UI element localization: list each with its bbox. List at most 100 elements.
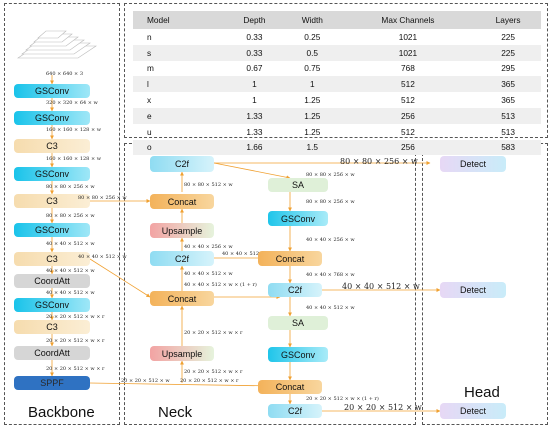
backbone-out-dim-p4: 40 × 40 × 512 × w bbox=[78, 254, 127, 260]
dim-label: 40 × 40 × 512 × w bbox=[46, 268, 95, 274]
table-cell: 1.25 bbox=[304, 126, 321, 137]
dim-label: 40 × 40 × 512 × w bbox=[184, 271, 233, 277]
dim-label: 20 × 20 × 512 × w × r bbox=[180, 378, 239, 384]
table-cell: 0.67 bbox=[246, 63, 263, 74]
table-cell: 1.25 bbox=[304, 95, 321, 106]
dim-label: 40 × 40 × 512 × w bbox=[46, 290, 95, 296]
table-row: x 1 1.25 512 365 bbox=[133, 92, 541, 108]
neck-gsconv-1: GSConv bbox=[268, 211, 328, 226]
table-cell: 1.25 bbox=[283, 107, 341, 124]
table-cell: u bbox=[147, 126, 152, 137]
table-row: u 1.33 1.25 512 513 bbox=[133, 124, 541, 140]
table-cell: l bbox=[133, 76, 225, 93]
backbone-gsconv-1: GSConv bbox=[14, 84, 90, 98]
table-cell: 1.33 bbox=[246, 126, 263, 137]
head-input-dim-p5: 20 × 20 × 512 × w bbox=[344, 403, 422, 412]
backbone-c3-1: C3 bbox=[14, 139, 90, 153]
table-cell: 513 bbox=[475, 107, 541, 124]
table-cell: 0.25 bbox=[304, 31, 321, 42]
header-layers: Layers bbox=[475, 11, 541, 29]
dim-label: 40 × 40 × 512 × w bbox=[46, 241, 95, 247]
backbone-sppf: SPPF bbox=[14, 376, 90, 390]
dim-label: 160 × 160 × 128 × w bbox=[46, 156, 102, 162]
backbone-c3-4: C3 bbox=[14, 320, 90, 334]
table-cell: 256 bbox=[340, 107, 476, 124]
dim-label: 20 × 20 × 512 × w × r bbox=[46, 366, 105, 372]
table-row: l 1 1 512 365 bbox=[133, 76, 541, 93]
dim-label: 20 × 20 × 512 × w × r bbox=[46, 314, 105, 320]
neck-concat-right-2: Concat bbox=[258, 380, 322, 394]
backbone-c3-3: C3 bbox=[14, 252, 90, 266]
table-cell: 768 bbox=[401, 63, 415, 74]
neck-c2f-right-2: C2f bbox=[268, 404, 322, 418]
table-cell: 256 bbox=[340, 139, 476, 156]
neck-upsample-1: Upsample bbox=[150, 223, 214, 238]
backbone-gsconv-4: GSConv bbox=[14, 223, 90, 237]
head-detect-p5: Detect bbox=[440, 403, 506, 419]
backbone-gsconv-3: GSConv bbox=[14, 167, 90, 181]
backbone-coordatt-2: CoordAtt bbox=[14, 346, 90, 360]
neck-concat-right-1: Concat bbox=[258, 251, 322, 266]
dim-label: 40 × 40 × 512 × w × (1 + r) bbox=[184, 282, 257, 288]
dim-label: 40 × 40 × 256 × w bbox=[306, 237, 355, 243]
table-panel bbox=[124, 3, 548, 138]
input-dim-label: 640 × 640 × 3 bbox=[46, 71, 84, 77]
table-cell: 225 bbox=[501, 31, 516, 42]
table-cell: 512 bbox=[340, 76, 476, 93]
backbone-out-dim-p5: 20 × 20 × 512 × w bbox=[121, 378, 170, 384]
table-cell: 225 bbox=[475, 44, 541, 61]
dim-label: 80 × 80 × 256 × w bbox=[46, 184, 95, 190]
table-cell: 513 bbox=[501, 126, 516, 137]
neck-concat-p4: Concat bbox=[150, 291, 214, 306]
header-max-channels: Max Channels bbox=[340, 11, 476, 29]
dim-label: 20 × 20 × 512 × w × r bbox=[46, 338, 105, 344]
dim-label: 40 × 40 × 512 × w bbox=[306, 305, 355, 311]
table-cell: s bbox=[133, 44, 225, 61]
table-cell: 1.33 bbox=[224, 107, 284, 124]
table-cell: 0.33 bbox=[246, 31, 263, 42]
backbone-gsconv-2: GSConv bbox=[14, 111, 90, 125]
table-cell: 365 bbox=[501, 95, 516, 106]
backbone-gsconv-5: GSConv bbox=[14, 298, 90, 312]
backbone-title: Backbone bbox=[28, 404, 95, 421]
table-cell: 0.5 bbox=[283, 44, 341, 61]
table-cell: n bbox=[147, 31, 152, 42]
neck-c2f-top-left: C2f bbox=[150, 156, 214, 172]
backbone-c3-2: C3 bbox=[14, 194, 90, 208]
table-row: e 1.33 1.25 256 513 bbox=[133, 107, 541, 124]
table-cell: 1 bbox=[252, 95, 257, 106]
neck-c2f-right-1: C2f bbox=[268, 283, 322, 297]
table-cell: 583 bbox=[475, 139, 541, 156]
dim-label: 160 × 160 × 128 × w bbox=[46, 127, 102, 133]
table-cell: 295 bbox=[501, 63, 516, 74]
table-cell: 512 bbox=[401, 95, 415, 106]
dim-label: 320 × 320 × 64 × w bbox=[46, 100, 98, 106]
table-cell: 512 bbox=[401, 126, 415, 137]
neck-c2f-mid-left: C2f bbox=[150, 251, 214, 266]
neck-sa-2: SA bbox=[268, 316, 328, 330]
neck-sa-1: SA bbox=[268, 178, 328, 192]
head-title: Head bbox=[464, 384, 500, 401]
dim-label: 20 × 20 × 512 × w × r bbox=[184, 330, 243, 336]
model-scales-table: Model Depth Width Max Channels Layers n 0… bbox=[133, 11, 541, 156]
backbone-panel bbox=[4, 3, 120, 425]
dim-label: 40 × 40 × 768 × w bbox=[306, 272, 355, 278]
table-cell: 1 bbox=[224, 76, 284, 93]
head-detect-p4: Detect bbox=[440, 282, 506, 298]
dim-label: 80 × 80 × 256 × w bbox=[46, 213, 95, 219]
dim-label: 80 × 80 × 512 × w bbox=[184, 182, 233, 188]
head-input-dim-p3: 80 × 80 × 256 × w bbox=[340, 157, 418, 166]
table-cell: 1021 bbox=[398, 31, 418, 42]
table-cell: e bbox=[133, 107, 225, 124]
neck-concat-p3: Concat bbox=[150, 194, 214, 209]
table-cell: o bbox=[133, 139, 225, 156]
neck-gsconv-2: GSConv bbox=[268, 347, 328, 362]
neck-title: Neck bbox=[158, 404, 193, 421]
head-input-dim-p4: 40 × 40 × 512 × w bbox=[342, 282, 420, 291]
table-cell: 1021 bbox=[340, 44, 476, 61]
head-detect-p3: Detect bbox=[440, 156, 506, 172]
dim-label: 80 × 80 × 256 × w bbox=[306, 172, 355, 178]
dim-label: 40 × 40 × 256 × w bbox=[184, 244, 233, 250]
spec-table: Model Depth Width Max Channels Layers n 0… bbox=[133, 11, 541, 156]
